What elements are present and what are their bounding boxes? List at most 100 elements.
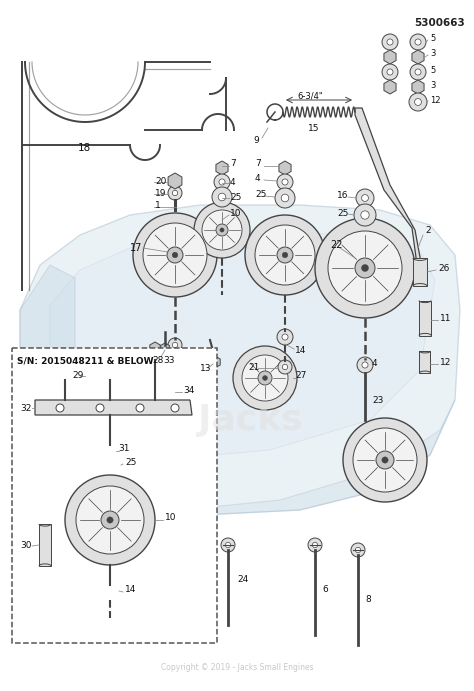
Circle shape (387, 39, 393, 45)
Text: 2: 2 (425, 225, 430, 234)
Circle shape (282, 179, 288, 185)
Text: Copyright © 2019 - Jacks Small Engines: Copyright © 2019 - Jacks Small Engines (161, 663, 313, 672)
Bar (419, 301, 431, 336)
Text: 31: 31 (118, 444, 129, 453)
Polygon shape (355, 108, 422, 272)
Bar (39, 524, 51, 566)
Text: 5300663: 5300663 (414, 18, 465, 28)
Text: 13: 13 (200, 363, 211, 372)
Polygon shape (35, 400, 192, 415)
Circle shape (282, 252, 288, 258)
Circle shape (351, 543, 365, 557)
Circle shape (168, 338, 182, 352)
Text: 20: 20 (155, 176, 166, 185)
Circle shape (283, 364, 288, 370)
Circle shape (133, 213, 217, 297)
Polygon shape (384, 80, 396, 94)
Circle shape (308, 538, 322, 552)
Circle shape (282, 334, 288, 340)
Text: 8: 8 (365, 596, 371, 605)
Circle shape (221, 538, 235, 552)
Circle shape (376, 451, 394, 469)
FancyBboxPatch shape (12, 348, 217, 643)
Text: 27: 27 (295, 370, 306, 379)
Circle shape (415, 39, 421, 45)
Circle shape (361, 211, 369, 219)
Circle shape (216, 224, 228, 236)
Text: 26: 26 (438, 263, 449, 272)
Text: 23: 23 (372, 395, 383, 404)
Text: 9: 9 (253, 135, 259, 144)
Circle shape (59, 370, 71, 382)
Circle shape (410, 64, 426, 80)
Circle shape (173, 342, 178, 348)
Circle shape (233, 346, 297, 410)
Polygon shape (161, 343, 169, 353)
Polygon shape (279, 161, 291, 175)
Circle shape (263, 375, 267, 381)
Text: 14: 14 (125, 585, 137, 594)
Circle shape (107, 587, 113, 594)
Circle shape (277, 329, 293, 345)
Circle shape (108, 374, 112, 378)
Circle shape (168, 186, 182, 200)
Circle shape (328, 231, 402, 305)
Text: 25: 25 (230, 193, 241, 202)
Circle shape (315, 218, 415, 318)
Text: 28: 28 (152, 355, 164, 364)
Text: 34: 34 (183, 386, 194, 395)
Circle shape (56, 404, 64, 412)
Text: 18: 18 (78, 143, 91, 153)
Text: 25: 25 (337, 209, 348, 218)
Circle shape (76, 486, 144, 554)
Polygon shape (20, 265, 75, 560)
Circle shape (409, 93, 427, 111)
Circle shape (99, 454, 121, 476)
Text: 21: 21 (248, 363, 259, 372)
Circle shape (410, 34, 426, 50)
Circle shape (171, 404, 179, 412)
Circle shape (356, 189, 374, 207)
Bar (419, 351, 430, 373)
Circle shape (362, 195, 368, 201)
Circle shape (278, 360, 292, 374)
Text: 19: 19 (155, 189, 166, 198)
Circle shape (101, 511, 119, 529)
Circle shape (258, 371, 272, 385)
Text: 25: 25 (125, 457, 137, 466)
Text: 6-3/4": 6-3/4" (297, 91, 323, 100)
Circle shape (275, 188, 295, 208)
Circle shape (343, 418, 427, 502)
Polygon shape (384, 50, 396, 64)
Text: 1: 1 (155, 200, 161, 209)
Text: Jacks: Jacks (198, 403, 302, 437)
Polygon shape (168, 173, 182, 189)
Circle shape (104, 370, 116, 382)
Text: 15: 15 (308, 124, 319, 133)
Circle shape (362, 362, 368, 368)
Polygon shape (412, 50, 424, 64)
Circle shape (415, 69, 421, 75)
Circle shape (255, 225, 315, 285)
Circle shape (382, 457, 388, 463)
Text: 29: 29 (72, 370, 83, 379)
Text: 11: 11 (440, 314, 452, 323)
Circle shape (63, 374, 67, 378)
Circle shape (149, 350, 161, 362)
Polygon shape (20, 400, 455, 560)
Polygon shape (210, 356, 220, 368)
Circle shape (277, 174, 293, 190)
Text: 5: 5 (430, 66, 435, 75)
Circle shape (356, 547, 361, 553)
Text: S/N: 2015048211 & BELOW: S/N: 2015048211 & BELOW (17, 356, 154, 365)
Polygon shape (216, 161, 228, 175)
Circle shape (107, 517, 113, 523)
Circle shape (355, 258, 375, 278)
Text: 7: 7 (230, 158, 236, 167)
Text: 22: 22 (330, 240, 343, 250)
Circle shape (167, 247, 183, 263)
Circle shape (387, 69, 393, 75)
Text: 12: 12 (440, 357, 451, 366)
Circle shape (173, 368, 177, 372)
Circle shape (212, 187, 232, 207)
